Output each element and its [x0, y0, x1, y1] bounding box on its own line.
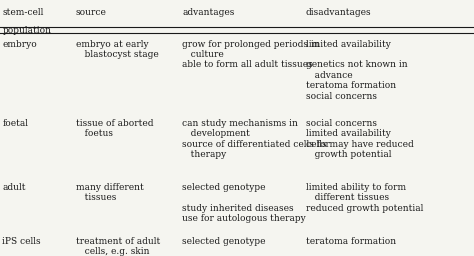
Text: social concerns
limited availability
cells may have reduced
   growth potential: social concerns limited availability cel…	[306, 119, 413, 159]
Text: stem-cell: stem-cell	[2, 8, 44, 17]
Text: limited ability to form
   different tissues
reduced growth potential: limited ability to form different tissue…	[306, 183, 423, 213]
Text: selected genotype: selected genotype	[182, 237, 266, 246]
Text: teratoma formation: teratoma formation	[306, 237, 396, 246]
Text: treatment of adult
   cells, e.g. skin: treatment of adult cells, e.g. skin	[76, 237, 160, 256]
Text: selected genotype

study inherited diseases
use for autologous therapy: selected genotype study inherited diseas…	[182, 183, 306, 223]
Text: grow for prolonged periods in
   culture
able to form all adult tissues: grow for prolonged periods in culture ab…	[182, 40, 320, 69]
Text: adult: adult	[2, 183, 26, 192]
Text: iPS cells: iPS cells	[2, 237, 41, 246]
Text: foetal: foetal	[2, 119, 28, 128]
Text: embryo: embryo	[2, 40, 37, 49]
Text: population: population	[2, 26, 51, 35]
Text: limited availability

genetics not known in
   advance
teratoma formation
social: limited availability genetics not known …	[306, 40, 407, 101]
Text: advantages: advantages	[182, 8, 235, 17]
Text: disadvantages: disadvantages	[306, 8, 371, 17]
Text: source: source	[76, 8, 107, 17]
Text: tissue of aborted
   foetus: tissue of aborted foetus	[76, 119, 154, 138]
Text: embryo at early
   blastocyst stage: embryo at early blastocyst stage	[76, 40, 159, 59]
Text: can study mechanisms in
   development
source of differentiated cells for
   the: can study mechanisms in development sour…	[182, 119, 330, 159]
Text: many different
   tissues: many different tissues	[76, 183, 144, 202]
